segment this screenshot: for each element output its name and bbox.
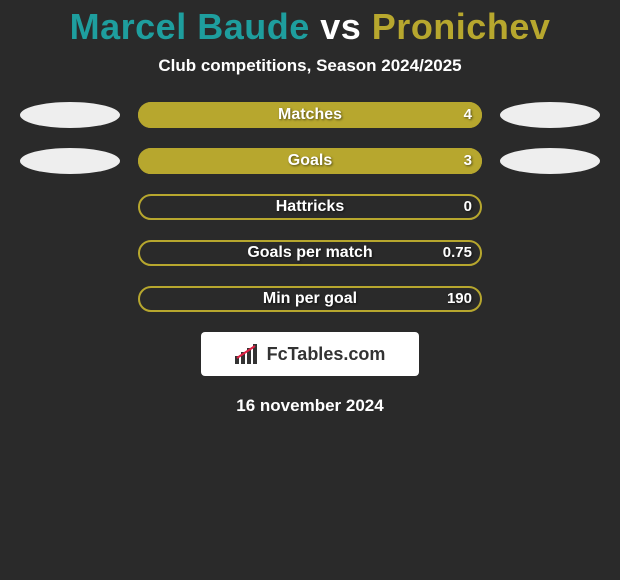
badge-text: FcTables.com (267, 344, 386, 365)
comparison-infographic: Marcel Baude vs Pronichev Club competiti… (0, 0, 620, 580)
right-spacer (500, 240, 600, 266)
title-player2: Pronichev (372, 6, 551, 47)
left-spacer (20, 194, 120, 220)
stat-value-right: 0.75 (443, 240, 472, 266)
bar-border (138, 240, 482, 266)
stat-label: Min per goal (138, 286, 482, 312)
right-ellipse (500, 148, 600, 174)
stat-row: Goals3 (0, 148, 620, 174)
stat-value-right: 3 (464, 148, 472, 174)
stat-value-right: 0 (464, 194, 472, 220)
stat-row: Min per goal190 (0, 286, 620, 312)
right-ellipse (500, 102, 600, 128)
title-player1: Marcel Baude (70, 6, 310, 47)
left-spacer (20, 240, 120, 266)
stat-rows: Matches4Goals3Hattricks0Goals per match0… (0, 102, 620, 312)
right-spacer (500, 286, 600, 312)
left-ellipse (20, 102, 120, 128)
left-spacer (20, 286, 120, 312)
source-badge: FcTables.com (201, 332, 419, 376)
bar-border (138, 286, 482, 312)
bar-fill-right (138, 148, 482, 174)
bar-fill-right (138, 102, 482, 128)
stat-label: Goals per match (138, 240, 482, 266)
bars-icon (235, 344, 261, 364)
left-ellipse (20, 148, 120, 174)
title-vs: vs (320, 6, 361, 47)
stat-bar: Hattricks0 (138, 194, 482, 220)
stat-bar: Matches4 (138, 102, 482, 128)
subtitle: Club competitions, Season 2024/2025 (0, 56, 620, 76)
bar-border (138, 194, 482, 220)
stat-value-right: 4 (464, 102, 472, 128)
stat-value-right: 190 (447, 286, 472, 312)
stat-bar: Goals3 (138, 148, 482, 174)
stat-row: Hattricks0 (0, 194, 620, 220)
page-title: Marcel Baude vs Pronichev (0, 0, 620, 50)
right-spacer (500, 194, 600, 220)
stat-bar: Min per goal190 (138, 286, 482, 312)
stat-bar: Goals per match0.75 (138, 240, 482, 266)
date-text: 16 november 2024 (0, 396, 620, 416)
stat-row: Goals per match0.75 (0, 240, 620, 266)
stat-label: Hattricks (138, 194, 482, 220)
stat-row: Matches4 (0, 102, 620, 128)
